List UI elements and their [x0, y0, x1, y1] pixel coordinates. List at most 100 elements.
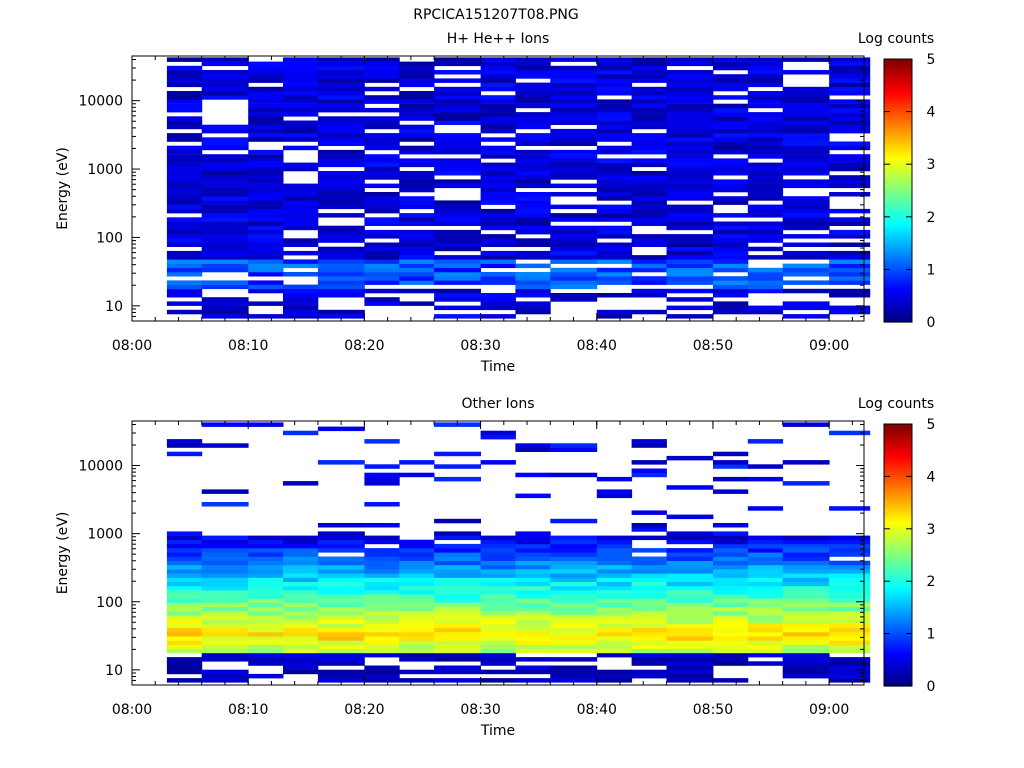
colorbar-segment	[884, 531, 912, 535]
heatmap-cell	[166, 120, 203, 125]
heatmap-cell	[166, 145, 203, 151]
colorbar-segment	[884, 547, 912, 551]
heatmap-cell	[782, 137, 830, 142]
heatmap-cell	[201, 145, 249, 151]
colorbar-segment	[884, 87, 912, 92]
heatmap-cell	[399, 103, 435, 109]
heatmap-cell	[248, 263, 284, 269]
heatmap-cell	[713, 246, 749, 252]
heatmap-cell	[631, 640, 667, 645]
heatmap-cell	[480, 548, 516, 553]
heatmap-cell	[829, 602, 871, 608]
heatmap-cell	[596, 548, 633, 553]
heatmap-cell	[399, 472, 435, 478]
heatmap-cell	[283, 539, 319, 545]
heatmap-cell	[515, 447, 551, 452]
heatmap-cell	[434, 476, 481, 482]
heatmap-cell	[434, 543, 481, 549]
colorbar-segment	[884, 620, 912, 624]
heatmap-cell	[364, 70, 400, 75]
heatmap-cell	[596, 590, 633, 595]
heatmap-cell	[480, 598, 516, 603]
heatmap-cell	[434, 669, 481, 675]
colorbar-segment	[884, 678, 912, 682]
heatmap-cell	[550, 284, 598, 290]
heatmap-cell	[434, 133, 481, 138]
heatmap-cell	[480, 648, 516, 654]
heatmap-cell	[713, 183, 749, 189]
heatmap-cell	[747, 464, 784, 469]
heatmap-cell	[399, 560, 435, 566]
heatmap-cell	[782, 460, 830, 465]
heatmap-cell	[631, 86, 667, 92]
heatmap-cell	[166, 107, 203, 113]
heatmap-cell	[596, 229, 633, 235]
heatmap-cell	[515, 443, 551, 448]
colorbar-segment	[884, 562, 912, 567]
heatmap-cell	[201, 78, 249, 83]
heatmap-cell	[515, 648, 551, 654]
heatmap-cell	[713, 309, 749, 315]
heatmap-cell	[248, 213, 284, 218]
heatmap-cell	[434, 234, 481, 239]
heatmap-cell	[713, 577, 749, 582]
heatmap-cell	[631, 204, 667, 210]
heatmap-cell	[631, 598, 667, 603]
heatmap-cell	[248, 259, 284, 264]
heatmap-cell	[283, 669, 319, 675]
heatmap-cell	[747, 560, 784, 566]
heatmap-cell	[596, 556, 633, 561]
heatmap-cell	[782, 99, 830, 104]
heatmap-cell	[434, 314, 481, 319]
heatmap-cell	[480, 86, 516, 92]
heatmap-cell	[283, 301, 319, 306]
heatmap-cell	[631, 661, 667, 666]
heatmap-cell	[399, 539, 435, 545]
heatmap-cell	[747, 506, 784, 511]
colorbar-segment	[884, 544, 912, 548]
heatmap-cell	[480, 632, 516, 637]
heatmap-cell	[248, 246, 284, 252]
heatmap-cell	[666, 640, 714, 645]
heatmap-cell	[434, 141, 481, 146]
heatmap-cell	[283, 632, 319, 637]
heatmap-cell	[480, 543, 516, 549]
heatmap-cell	[434, 644, 481, 649]
heatmap-cell	[829, 154, 871, 159]
heatmap-cell	[317, 539, 365, 545]
heatmap-cell	[364, 221, 400, 226]
heatmap-cell	[782, 128, 830, 134]
heatmap-cell	[666, 255, 714, 260]
heatmap-cell	[747, 585, 784, 591]
heatmap-cell	[829, 623, 871, 629]
colorbar-segment	[884, 646, 912, 650]
heatmap-cell	[515, 293, 551, 298]
heatmap-cell	[782, 577, 830, 582]
heatmap-cell	[399, 669, 435, 675]
heatmap-cell	[201, 259, 249, 264]
heatmap-cell	[364, 250, 400, 256]
heatmap-cell	[364, 78, 400, 83]
heatmap-cell	[434, 158, 481, 163]
heatmap-cell	[713, 640, 749, 645]
heatmap-cell	[515, 623, 551, 629]
x-tick-label: 08:30	[460, 702, 500, 718]
heatmap-cell	[782, 288, 830, 294]
heatmap-cell	[434, 112, 481, 117]
colorbar-segment	[884, 555, 912, 559]
heatmap-cell	[317, 149, 365, 155]
heatmap-cell	[283, 82, 319, 88]
colorbar-segment	[884, 303, 912, 307]
heatmap-cell	[480, 70, 516, 75]
heatmap-cell	[550, 535, 598, 541]
colorbar-segment	[884, 282, 912, 286]
colorbar-segment	[884, 74, 912, 79]
heatmap-cell	[317, 78, 365, 83]
heatmap-cell	[515, 564, 551, 570]
heatmap-cell	[782, 183, 830, 189]
heatmap-cell	[317, 183, 365, 189]
colorbar-tick-label: 1	[927, 262, 936, 278]
colorbar-segment	[884, 253, 912, 257]
colorbar-segment	[884, 66, 912, 71]
heatmap-cell	[166, 259, 203, 264]
